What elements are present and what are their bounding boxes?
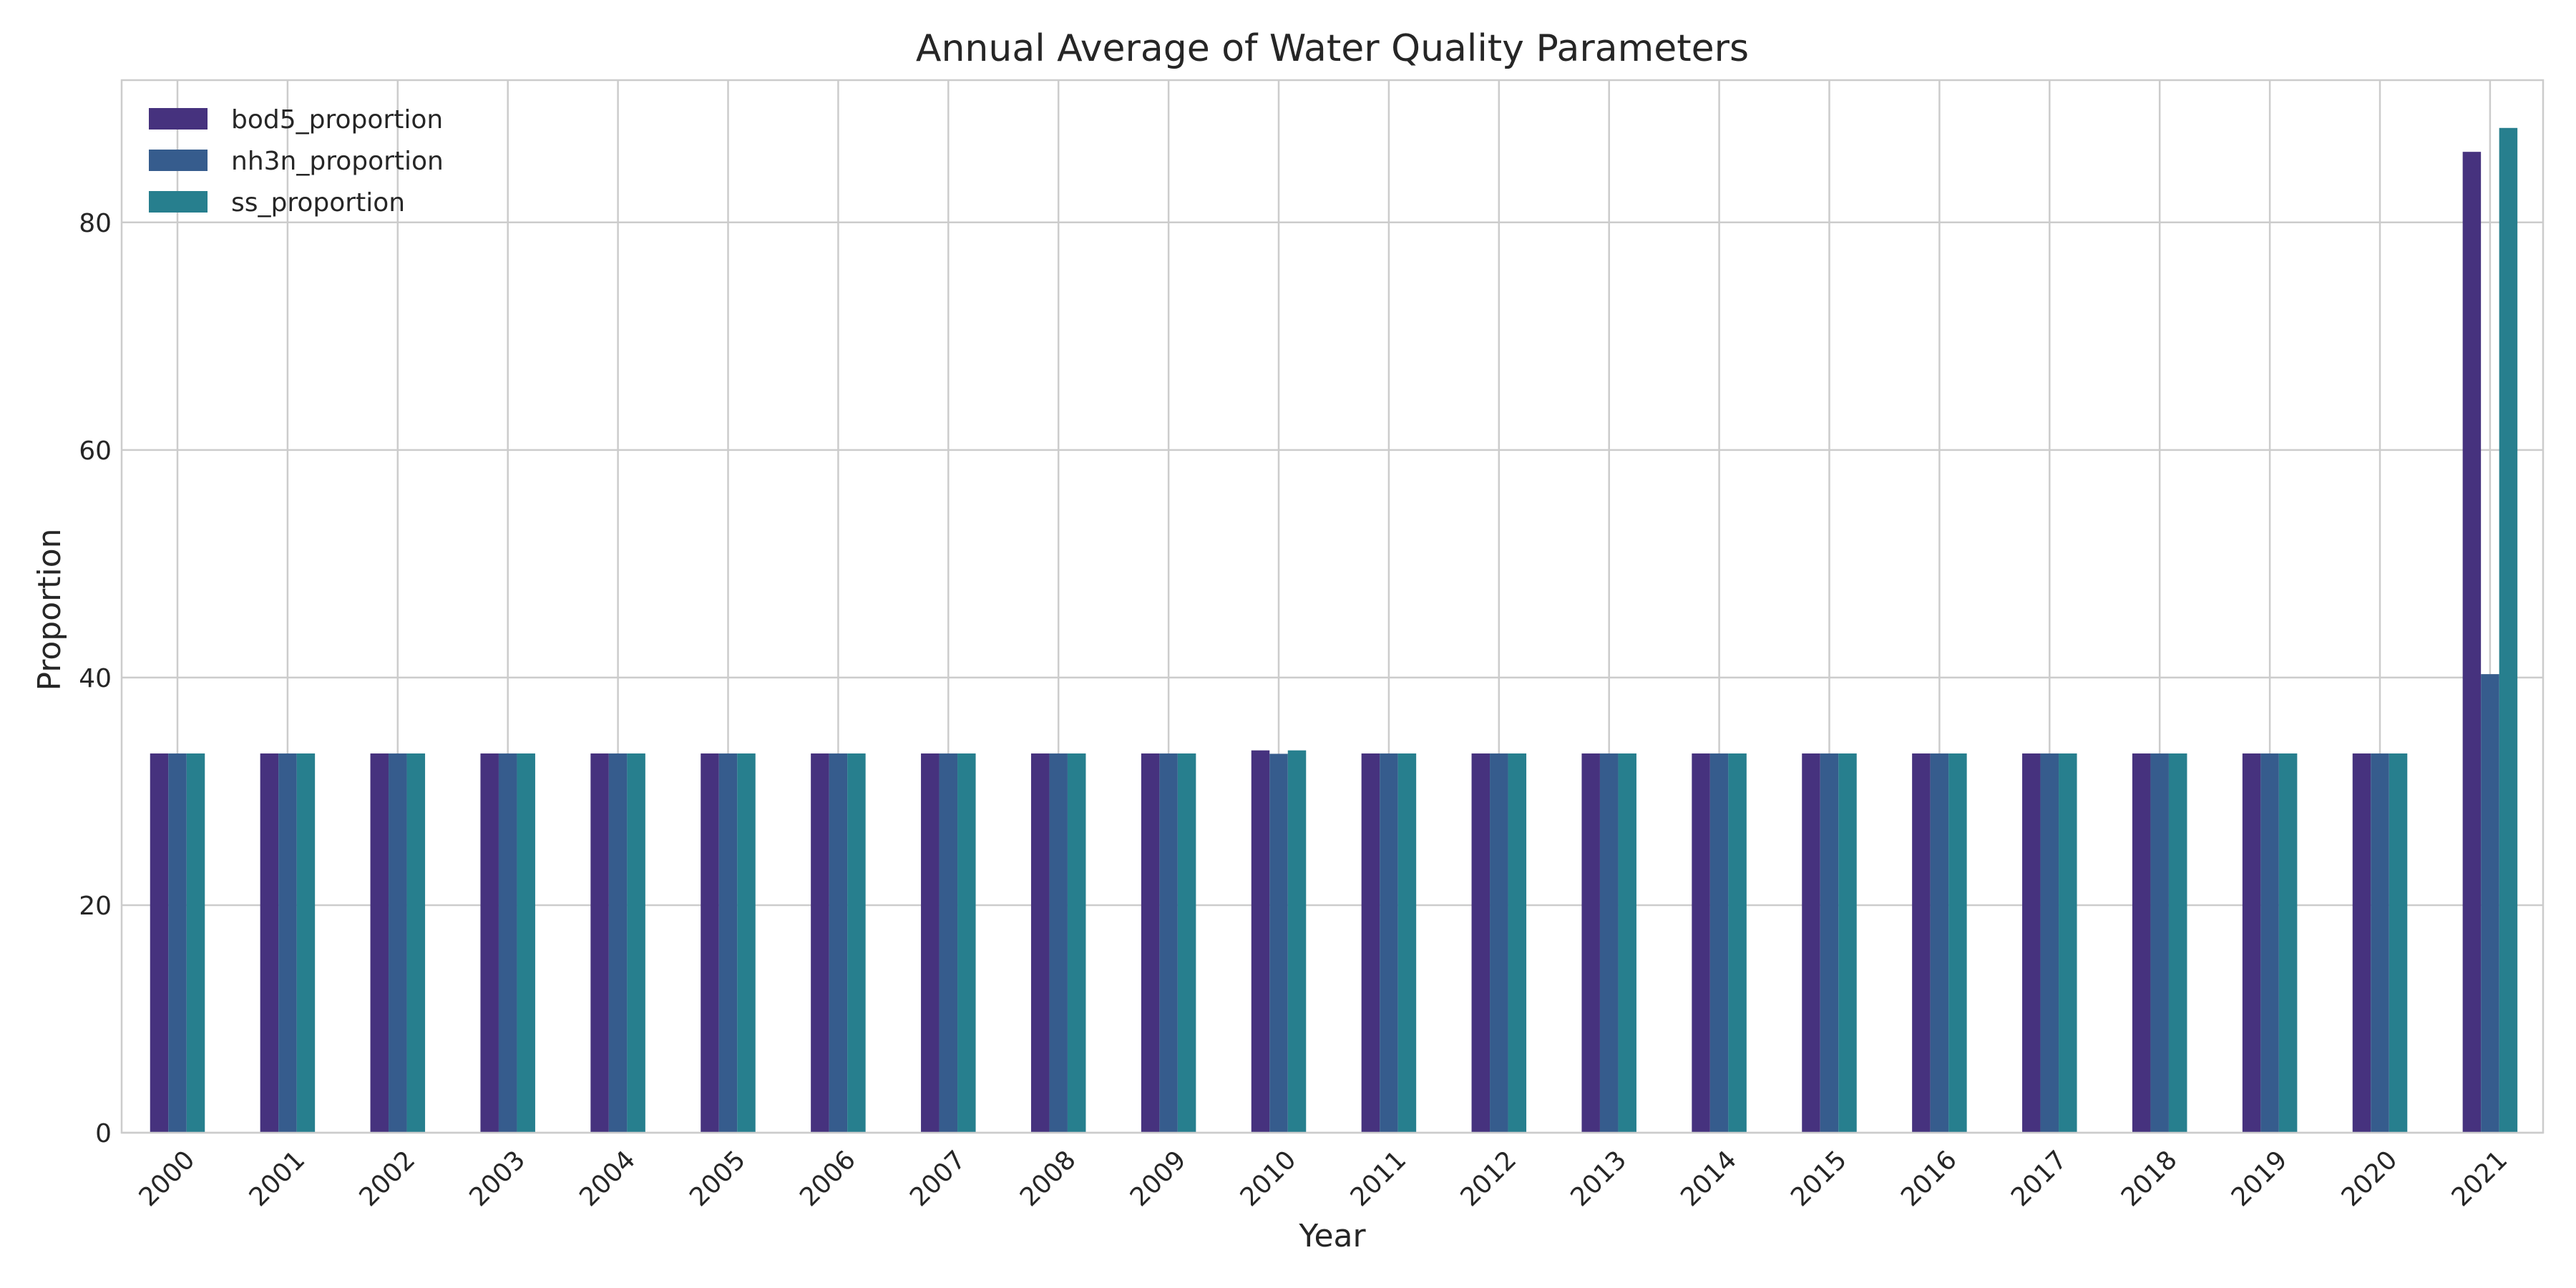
bar-nh3n_proportion-2003 bbox=[498, 753, 517, 1133]
y-tick-label: 0 bbox=[95, 1119, 112, 1148]
bar-nh3n_proportion-2016 bbox=[1930, 753, 1949, 1133]
legend: bod5_proportion nh3n_proportion ss_proport… bbox=[149, 105, 444, 218]
bar-bod5_proportion-2014 bbox=[1692, 753, 1710, 1133]
bar-ss_proportion-2003 bbox=[517, 753, 535, 1133]
bar-nh3n_proportion-2005 bbox=[718, 753, 738, 1133]
bar-ss_proportion-2017 bbox=[2059, 753, 2077, 1133]
bar-bod5_proportion-2021 bbox=[2462, 152, 2482, 1133]
bar-bod5_proportion-2001 bbox=[260, 753, 279, 1133]
bar-bod5_proportion-2010 bbox=[1251, 750, 1270, 1133]
bar-bod5_proportion-2009 bbox=[1141, 753, 1160, 1133]
bar-bod5_proportion-2016 bbox=[1912, 753, 1931, 1133]
bar-bod5_proportion-2011 bbox=[1361, 753, 1380, 1133]
bar-ss_proportion-2002 bbox=[406, 753, 426, 1133]
legend-swatch bbox=[149, 191, 208, 213]
bar-bod5_proportion-2018 bbox=[2132, 753, 2151, 1133]
bar-bod5_proportion-2002 bbox=[370, 753, 389, 1133]
bar-ss_proportion-2006 bbox=[847, 753, 866, 1133]
bar-ss_proportion-2012 bbox=[1508, 753, 1527, 1133]
bar-bod5_proportion-2013 bbox=[1581, 753, 1600, 1133]
bar-bod5_proportion-2005 bbox=[701, 753, 719, 1133]
bar-ss_proportion-2007 bbox=[957, 753, 976, 1133]
y-tick-label: 20 bbox=[79, 892, 112, 921]
bar-nh3n_proportion-2010 bbox=[1269, 753, 1288, 1133]
bar-nh3n_proportion-2020 bbox=[2371, 753, 2389, 1133]
bar-bod5_proportion-2007 bbox=[921, 753, 940, 1133]
bars bbox=[150, 127, 2518, 1133]
bar-nh3n_proportion-2014 bbox=[1709, 753, 1729, 1133]
bar-bod5_proportion-2012 bbox=[1471, 753, 1491, 1133]
y-tick-label: 40 bbox=[79, 664, 112, 693]
bar-ss_proportion-2015 bbox=[1838, 753, 1857, 1133]
legend-swatch bbox=[149, 108, 208, 130]
bar-nh3n_proportion-2004 bbox=[608, 753, 628, 1133]
bar-nh3n_proportion-2015 bbox=[1820, 753, 1839, 1133]
bar-ss_proportion-2019 bbox=[2278, 753, 2298, 1133]
y-tick-label: 60 bbox=[79, 436, 112, 466]
y-axis-label: Proportion bbox=[31, 528, 68, 691]
bar-nh3n_proportion-2012 bbox=[1490, 753, 1508, 1133]
bar-nh3n_proportion-2008 bbox=[1049, 753, 1068, 1133]
bar-bod5_proportion-2020 bbox=[2352, 753, 2371, 1133]
bar-ss_proportion-2004 bbox=[627, 753, 645, 1133]
bar-bod5_proportion-2004 bbox=[590, 753, 609, 1133]
bar-nh3n_proportion-2006 bbox=[829, 753, 848, 1133]
bar-bod5_proportion-2008 bbox=[1030, 753, 1050, 1133]
plot-frame bbox=[120, 79, 2545, 1134]
bar-nh3n_proportion-2001 bbox=[278, 753, 297, 1133]
bar-ss_proportion-2011 bbox=[1397, 753, 1417, 1133]
bar-ss_proportion-2013 bbox=[1618, 753, 1636, 1133]
legend-label: bod5_proportion bbox=[231, 105, 443, 135]
bar-ss_proportion-2020 bbox=[2389, 753, 2408, 1133]
bar-ss_proportion-2009 bbox=[1177, 753, 1196, 1133]
bar-bod5_proportion-2019 bbox=[2242, 753, 2261, 1133]
bar-nh3n_proportion-2013 bbox=[1599, 753, 1619, 1133]
bar-nh3n_proportion-2007 bbox=[939, 753, 958, 1133]
bar-ss_proportion-2000 bbox=[186, 753, 205, 1133]
bar-nh3n_proportion-2017 bbox=[2040, 753, 2059, 1133]
bar-ss_proportion-2016 bbox=[1948, 753, 1967, 1133]
bar-nh3n_proportion-2002 bbox=[389, 753, 407, 1133]
bar-nh3n_proportion-2009 bbox=[1159, 753, 1178, 1133]
bar-nh3n_proportion-2011 bbox=[1380, 753, 1398, 1133]
bar-nh3n_proportion-2019 bbox=[2260, 753, 2279, 1133]
x-axis-label: Year bbox=[1298, 1218, 1366, 1254]
bar-bod5_proportion-2006 bbox=[811, 753, 829, 1133]
chart-title: Annual Average of Water Quality Paramete… bbox=[916, 27, 1749, 70]
bar-nh3n_proportion-2000 bbox=[168, 753, 187, 1133]
bar-ss_proportion-2005 bbox=[737, 753, 756, 1133]
bar-bod5_proportion-2000 bbox=[150, 753, 169, 1133]
bar-ss_proportion-2010 bbox=[1287, 750, 1307, 1133]
y-tick-label: 80 bbox=[79, 209, 112, 238]
bar-ss_proportion-2001 bbox=[296, 753, 316, 1133]
legend-label: ss_proportion bbox=[231, 188, 405, 218]
bar-nh3n_proportion-2021 bbox=[2481, 674, 2499, 1133]
legend-label: nh3n_proportion bbox=[231, 147, 444, 176]
bar-ss_proportion-2021 bbox=[2499, 127, 2518, 1133]
bar-ss_proportion-2008 bbox=[1067, 753, 1086, 1133]
bar-bod5_proportion-2017 bbox=[2022, 753, 2041, 1133]
legend-swatch bbox=[149, 150, 208, 171]
bar-bod5_proportion-2015 bbox=[1802, 753, 1820, 1133]
bar-nh3n_proportion-2018 bbox=[2150, 753, 2169, 1133]
bar-ss_proportion-2018 bbox=[2168, 753, 2187, 1133]
bar-ss_proportion-2014 bbox=[1728, 753, 1747, 1133]
bar-bod5_proportion-2003 bbox=[480, 753, 499, 1133]
